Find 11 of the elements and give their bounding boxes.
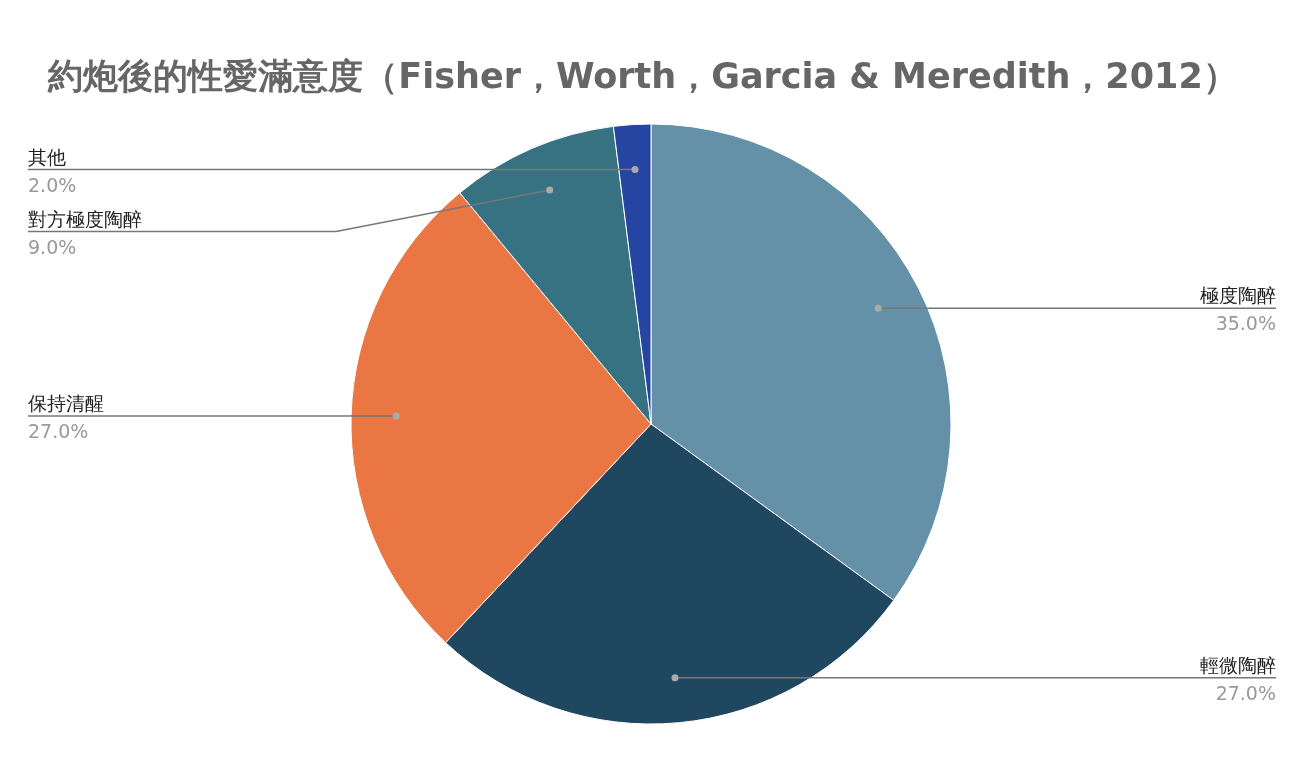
slice-label: 其他 <box>28 145 66 168</box>
chart-title: 約炮後的性愛滿意度（Fisher，Worth，Garcia & Meredith，2012） <box>47 56 1238 96</box>
slice-label: 輕微陶醉 <box>1200 653 1276 676</box>
slice-label: 保持清醒 <box>28 391 104 414</box>
slice-label: 極度陶醉 <box>1200 284 1276 307</box>
data-label: 9.0% <box>28 235 77 258</box>
data-label: 2.0% <box>28 173 77 196</box>
data-label: 35.0% <box>1215 312 1276 335</box>
data-label: 27.0% <box>28 419 89 442</box>
data-label: 27.0% <box>1215 681 1276 704</box>
slice-label: 對方極度陶醉 <box>28 207 142 230</box>
